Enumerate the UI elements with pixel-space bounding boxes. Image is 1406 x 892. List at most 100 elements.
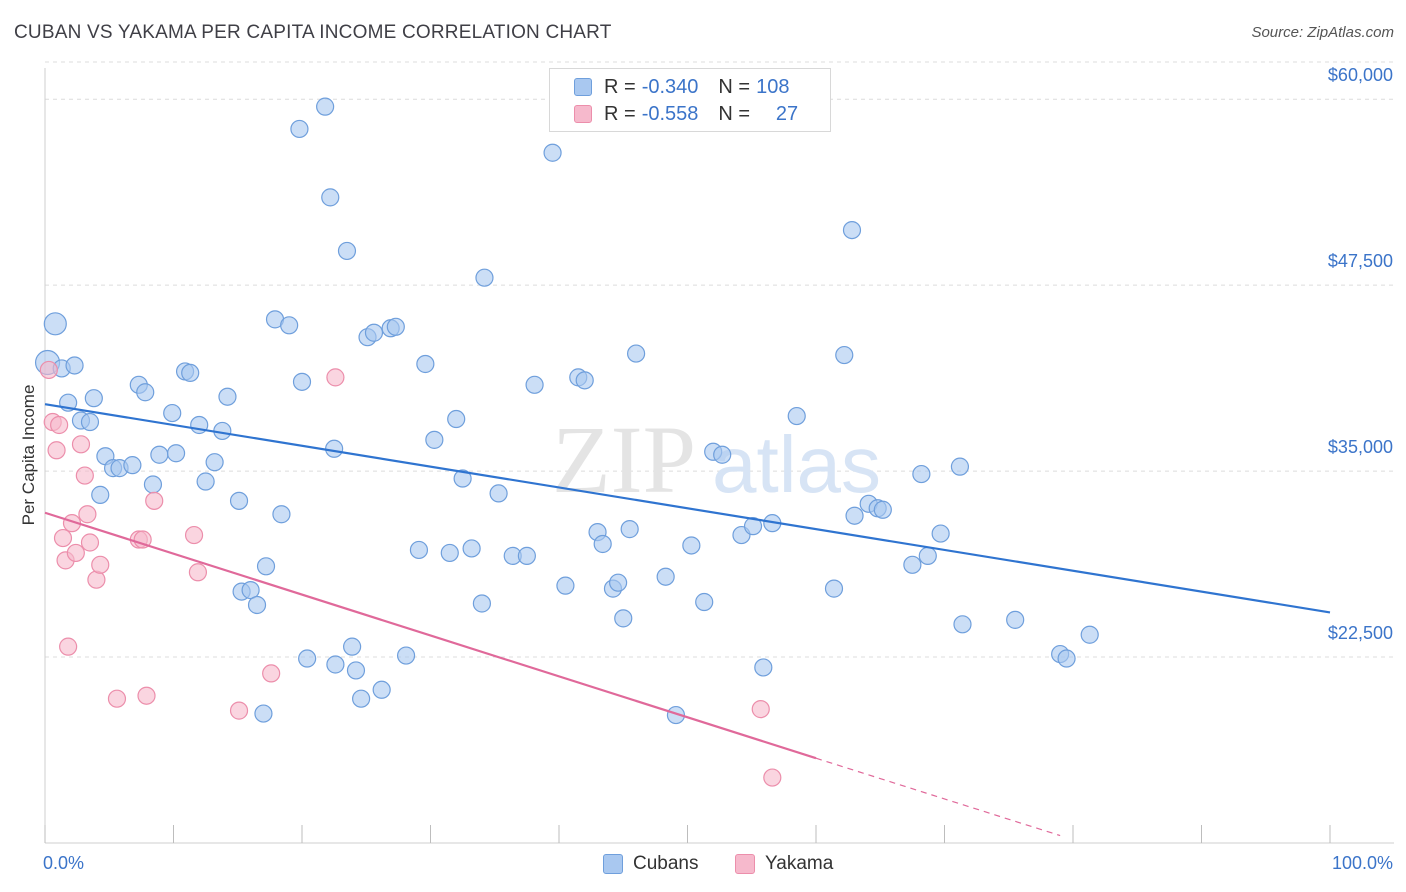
yakama-point (91, 555, 110, 574)
bottom-legend-yakama: Yakama (735, 852, 833, 876)
cubans-point (298, 649, 317, 668)
yakama-point (145, 491, 164, 510)
cubans-point (337, 241, 357, 261)
cubans-point (845, 506, 864, 525)
cubans-point (43, 312, 67, 336)
cubans-point (656, 567, 675, 586)
chart-title: CUBAN VS YAKAMA PER CAPITA INCOME CORREL… (14, 22, 612, 43)
cubans-trendline (44, 403, 1331, 614)
grid-layer (45, 61, 1394, 658)
cubans-point (136, 383, 155, 402)
cubans-point (824, 579, 844, 598)
cubans-point (787, 406, 806, 426)
cubans-point (695, 592, 714, 612)
cubans-point (80, 412, 100, 432)
cubans-point (218, 387, 237, 406)
cubans-legend-label: Cubans (633, 853, 699, 874)
cubans-point (247, 595, 267, 615)
cubans-point (1080, 625, 1099, 644)
watermark: ZIP atlas (552, 406, 881, 513)
cubans-point (835, 345, 854, 365)
cubans-point (713, 445, 732, 464)
cubans-point (229, 491, 249, 510)
cubans-point (873, 500, 892, 519)
yakama-point (229, 701, 249, 720)
yakama-point (107, 689, 127, 708)
cubans-point (912, 464, 931, 484)
cubans-point (903, 555, 922, 574)
yakama-point (751, 700, 770, 719)
cubans-point (682, 536, 701, 555)
cubans-point (196, 472, 215, 491)
yakama-point (50, 415, 69, 435)
points-layer (34, 97, 1099, 787)
yakama-point (47, 441, 66, 460)
legend-row-cubans: R = -0.340 N = 108 (574, 75, 789, 99)
cubans-point (65, 356, 84, 375)
cubans-point (593, 534, 612, 554)
y-axis-label: Per Capita Income (19, 385, 38, 526)
cubans-point (666, 705, 686, 725)
trend-layer (44, 403, 1331, 837)
y-tick-label: $22,500 (1328, 623, 1393, 643)
yakama-point (39, 360, 58, 380)
yakama-point (53, 528, 73, 548)
cubans-point (352, 689, 371, 708)
cubans-point (425, 430, 444, 449)
legend-n-label: N = (718, 102, 751, 125)
legend-r-value: -0.558 (641, 102, 699, 125)
cubans-point (254, 704, 273, 723)
legend-n-label: N = (718, 75, 751, 98)
cubans-point (91, 485, 110, 504)
yakama-point (75, 466, 94, 485)
cubans-point (953, 615, 972, 634)
yakama-point (59, 637, 78, 656)
cubans-swatch (574, 78, 592, 96)
cubans-point (292, 372, 312, 391)
yakama-point (262, 664, 281, 683)
cubans-point (280, 316, 299, 335)
cubans-point (123, 456, 142, 475)
cubans-point (326, 655, 345, 674)
cubans-point (256, 557, 276, 576)
cubans-point (181, 363, 200, 383)
axis-layer (44, 68, 1394, 844)
cubans-point (396, 646, 416, 665)
cubans-point (918, 546, 937, 565)
source-label: Source: ZipAtlas.com (1251, 24, 1394, 41)
cubans-point (620, 520, 639, 539)
legend-row-yakama: R = -0.558 N = 27 (574, 102, 798, 126)
yakama-point (78, 505, 97, 524)
yakama-swatch (574, 105, 592, 123)
cubans-point (453, 469, 472, 488)
cubans-point (525, 375, 544, 394)
cubans-point (143, 475, 163, 494)
cubans-legend-swatch (603, 854, 623, 874)
legend-n-value: 108 (756, 75, 790, 98)
cubans-point (556, 576, 575, 595)
yakama-point (188, 563, 208, 582)
yakama-point (66, 543, 85, 563)
yakama-point (80, 533, 100, 552)
bottom-legend-cubans: Cubans (603, 852, 699, 876)
cubans-point (462, 539, 481, 558)
watermark-atlas: atlas (712, 420, 881, 509)
cubans-point (609, 573, 628, 592)
cubans-point (754, 658, 773, 677)
yakama-legend-swatch (735, 854, 755, 874)
yakama-point (326, 368, 345, 387)
cubans-point (364, 323, 384, 342)
cubans-point (290, 119, 309, 139)
cubans-point (346, 661, 366, 680)
legend-n-value: 27 (775, 102, 799, 125)
cubans-point (743, 517, 763, 536)
cubans-point (316, 97, 335, 116)
cubans-point (1006, 610, 1025, 629)
legend-r-label: R = (604, 75, 636, 98)
legend-r-value: -0.340 (641, 75, 699, 98)
cubans-point (343, 637, 362, 656)
cubans-point (1057, 649, 1076, 668)
cubans-point (614, 609, 633, 628)
yakama-point (133, 530, 152, 549)
yakama-trendline (44, 511, 817, 760)
